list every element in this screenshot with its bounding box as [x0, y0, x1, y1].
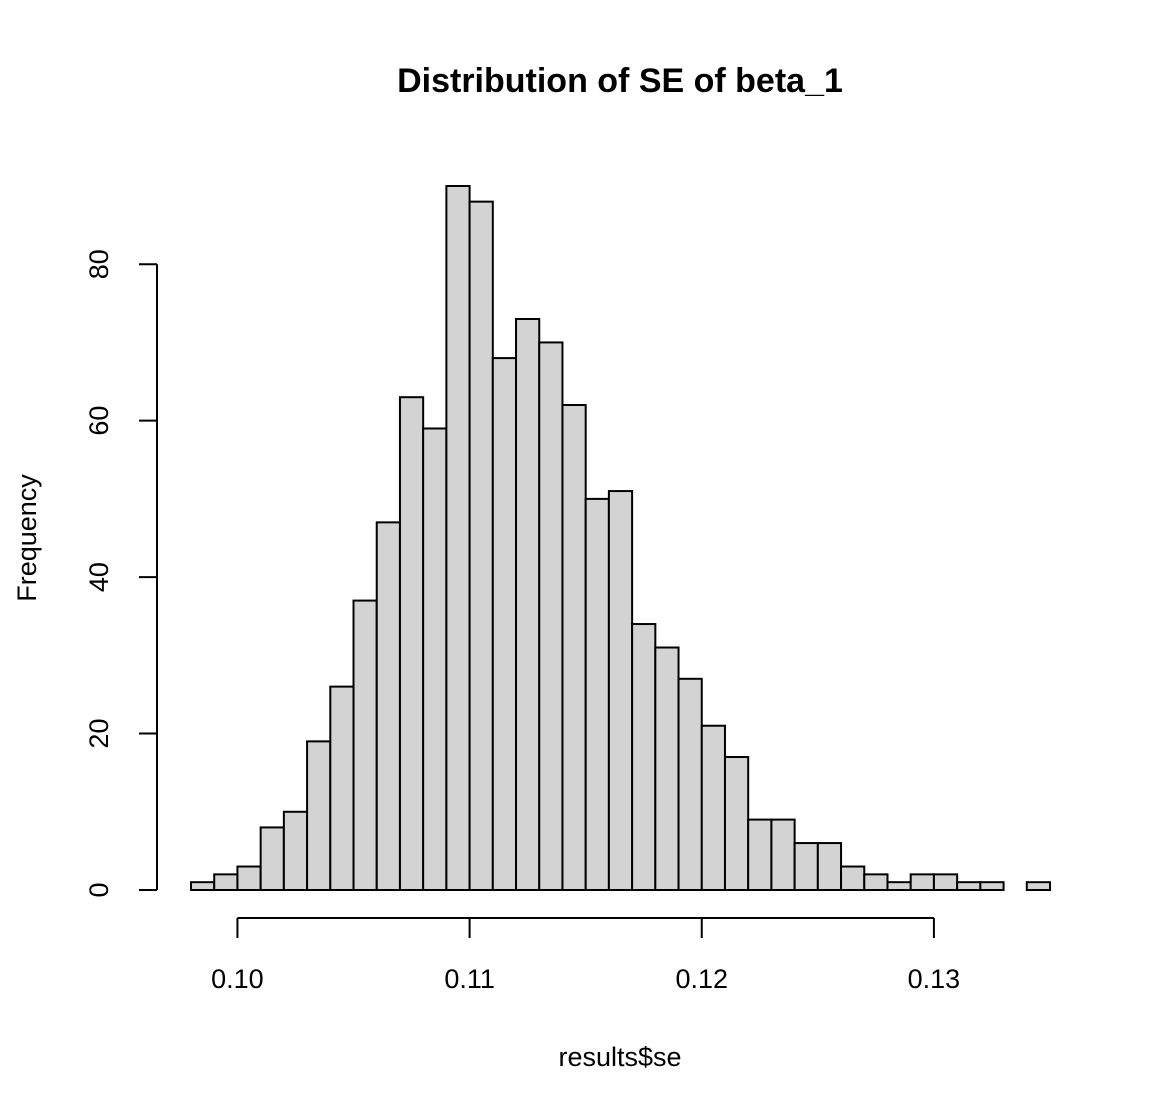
- x-axis: 0.10 0.11 0.12 0.13: [211, 917, 961, 994]
- y-axis: 0 20 40 60 80: [84, 249, 158, 898]
- y-tick-label: 40: [84, 562, 114, 592]
- histogram-bar: [700, 724, 726, 891]
- histogram-bar: [213, 873, 239, 891]
- histogram-bar: [538, 341, 564, 891]
- histogram-bar: [422, 427, 448, 891]
- histogram-bar: [863, 873, 889, 891]
- histogram-bar: [259, 826, 285, 891]
- histogram-bar: [398, 396, 425, 891]
- histogram-bar: [306, 740, 332, 891]
- y-tick-label: 20: [84, 719, 114, 749]
- histogram-bar: [723, 756, 750, 892]
- histogram-bar: [631, 623, 657, 891]
- histogram-bar: [1025, 881, 1052, 891]
- histogram-bar: [793, 842, 819, 892]
- histogram-bar: [677, 677, 703, 891]
- y-tick-label: 80: [84, 249, 114, 279]
- histogram-bar: [561, 404, 587, 891]
- y-tick-label: 0: [84, 882, 114, 897]
- histogram-bar: [840, 865, 866, 892]
- x-tick-label: 0.12: [675, 964, 728, 994]
- histogram-bar: [236, 865, 262, 892]
- histogram-bar: [747, 818, 773, 891]
- y-axis-title: Frequency: [12, 474, 42, 602]
- histogram-bar: [770, 818, 796, 891]
- histogram-bar: [956, 881, 982, 891]
- histogram-bar: [607, 490, 634, 891]
- chart-title: Distribution of SE of beta_1: [397, 62, 843, 100]
- histogram-bar: [468, 200, 494, 891]
- histogram-bar: [190, 881, 216, 891]
- histogram-bar: [375, 521, 401, 891]
- histogram-bar: [584, 497, 610, 891]
- histogram-bar: [932, 873, 959, 891]
- histogram-bar: [329, 685, 355, 891]
- histogram-bar: [816, 842, 843, 892]
- histogram-bar: [654, 646, 680, 892]
- y-tick-label: 60: [84, 406, 114, 436]
- x-tick-label: 0.13: [908, 964, 961, 994]
- histogram-bar: [886, 881, 912, 891]
- x-tick-label: 0.11: [444, 964, 495, 994]
- histogram-bar: [282, 810, 309, 892]
- histogram-bar: [515, 317, 541, 892]
- histogram-bar: [979, 881, 1005, 891]
- histogram-bar: [445, 185, 471, 891]
- x-axis-title: results$se: [558, 1042, 681, 1072]
- histogram-bar: [352, 599, 378, 892]
- histogram-bar: [909, 873, 935, 891]
- x-tick-label: 0.10: [211, 964, 264, 994]
- histogram-bars: [190, 185, 1052, 892]
- histogram-bar: [491, 357, 518, 891]
